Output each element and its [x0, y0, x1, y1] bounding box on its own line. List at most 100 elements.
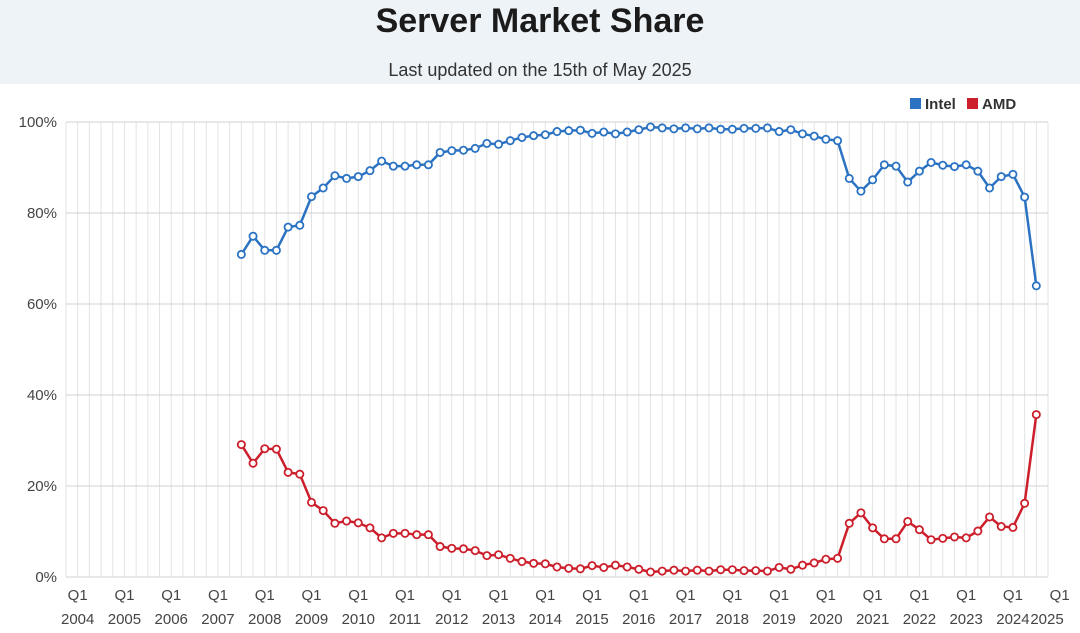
- data-point-intel[interactable]: [985, 183, 995, 193]
- data-point-amd[interactable]: [599, 562, 609, 572]
- data-point-intel[interactable]: [914, 166, 924, 176]
- data-point-intel[interactable]: [716, 124, 726, 134]
- data-point-amd[interactable]: [540, 559, 550, 569]
- data-point-intel[interactable]: [938, 160, 948, 170]
- data-point-amd[interactable]: [973, 526, 983, 536]
- data-point-amd[interactable]: [295, 469, 305, 479]
- data-point-amd[interactable]: [868, 523, 878, 533]
- data-point-intel[interactable]: [330, 171, 340, 181]
- data-point-intel[interactable]: [844, 173, 854, 183]
- data-point-intel[interactable]: [821, 134, 831, 144]
- legend-label-intel[interactable]: Intel: [925, 96, 956, 113]
- data-point-amd[interactable]: [856, 508, 866, 518]
- data-point-amd[interactable]: [762, 566, 772, 576]
- data-point-intel[interactable]: [809, 131, 819, 141]
- data-point-intel[interactable]: [961, 160, 971, 170]
- data-point-intel[interactable]: [260, 245, 270, 255]
- data-point-amd[interactable]: [458, 544, 468, 554]
- data-point-amd[interactable]: [423, 530, 433, 540]
- data-point-intel[interactable]: [306, 192, 316, 202]
- data-point-amd[interactable]: [271, 444, 281, 454]
- data-point-amd[interactable]: [903, 516, 913, 526]
- data-point-intel[interactable]: [973, 166, 983, 176]
- data-point-amd[interactable]: [494, 550, 504, 560]
- data-point-amd[interactable]: [435, 542, 445, 552]
- data-point-intel[interactable]: [891, 161, 901, 171]
- data-point-amd[interactable]: [388, 528, 398, 538]
- data-point-intel[interactable]: [786, 125, 796, 135]
- data-point-intel[interactable]: [727, 124, 737, 134]
- data-point-intel[interactable]: [412, 160, 422, 170]
- data-point-intel[interactable]: [342, 173, 352, 183]
- data-point-intel[interactable]: [926, 157, 936, 167]
- data-point-intel[interactable]: [248, 231, 258, 241]
- data-point-amd[interactable]: [342, 516, 352, 526]
- data-point-intel[interactable]: [435, 147, 445, 157]
- data-point-amd[interactable]: [844, 518, 854, 528]
- data-point-intel[interactable]: [587, 128, 597, 138]
- data-point-amd[interactable]: [704, 566, 714, 576]
- data-point-intel[interactable]: [903, 177, 913, 187]
- data-point-amd[interactable]: [657, 566, 667, 576]
- data-point-intel[interactable]: [540, 130, 550, 140]
- data-point-intel[interactable]: [529, 131, 539, 141]
- data-point-amd[interactable]: [809, 558, 819, 568]
- data-point-intel[interactable]: [1031, 281, 1041, 291]
- data-point-amd[interactable]: [891, 534, 901, 544]
- data-point-amd[interactable]: [306, 497, 316, 507]
- data-point-intel[interactable]: [657, 123, 667, 133]
- data-point-intel[interactable]: [271, 245, 281, 255]
- data-point-amd[interactable]: [564, 563, 574, 573]
- data-point-intel[interactable]: [646, 122, 656, 132]
- data-point-amd[interactable]: [681, 566, 691, 576]
- data-point-amd[interactable]: [798, 560, 808, 570]
- data-point-intel[interactable]: [552, 127, 562, 137]
- data-point-amd[interactable]: [365, 523, 375, 533]
- data-point-amd[interactable]: [552, 562, 562, 572]
- data-point-amd[interactable]: [248, 458, 258, 468]
- data-point-amd[interactable]: [669, 565, 679, 575]
- data-point-intel[interactable]: [482, 138, 492, 148]
- data-point-amd[interactable]: [961, 533, 971, 543]
- data-point-amd[interactable]: [610, 560, 620, 570]
- data-point-amd[interactable]: [634, 564, 644, 574]
- data-point-amd[interactable]: [482, 551, 492, 561]
- chart-legend[interactable]: Intel AMD: [910, 96, 1016, 113]
- data-point-amd[interactable]: [938, 533, 948, 543]
- data-point-amd[interactable]: [377, 533, 387, 543]
- data-point-amd[interactable]: [447, 543, 457, 553]
- legend-swatch-intel[interactable]: [910, 98, 921, 109]
- data-point-amd[interactable]: [260, 444, 270, 454]
- data-point-amd[interactable]: [236, 440, 246, 450]
- data-point-intel[interactable]: [681, 123, 691, 133]
- data-point-intel[interactable]: [1020, 192, 1030, 202]
- data-point-intel[interactable]: [458, 145, 468, 155]
- data-point-amd[interactable]: [879, 534, 889, 544]
- data-point-intel[interactable]: [762, 123, 772, 133]
- data-point-intel[interactable]: [669, 124, 679, 134]
- data-point-intel[interactable]: [634, 125, 644, 135]
- data-point-intel[interactable]: [400, 161, 410, 171]
- data-point-amd[interactable]: [1020, 498, 1030, 508]
- data-point-amd[interactable]: [412, 530, 422, 540]
- data-point-amd[interactable]: [727, 565, 737, 575]
- data-point-amd[interactable]: [470, 546, 480, 556]
- data-point-intel[interactable]: [833, 136, 843, 146]
- data-point-amd[interactable]: [821, 554, 831, 564]
- data-point-intel[interactable]: [599, 127, 609, 137]
- data-point-intel[interactable]: [739, 123, 749, 133]
- data-point-intel[interactable]: [856, 186, 866, 196]
- data-point-amd[interactable]: [751, 566, 761, 576]
- data-point-amd[interactable]: [622, 562, 632, 572]
- data-point-amd[interactable]: [400, 528, 410, 538]
- data-point-amd[interactable]: [996, 521, 1006, 531]
- data-point-intel[interactable]: [622, 127, 632, 137]
- legend-label-amd[interactable]: AMD: [982, 96, 1016, 113]
- data-point-intel[interactable]: [447, 146, 457, 156]
- data-point-amd[interactable]: [505, 553, 515, 563]
- data-point-intel[interactable]: [996, 172, 1006, 182]
- data-point-amd[interactable]: [353, 518, 363, 528]
- data-point-intel[interactable]: [353, 172, 363, 182]
- data-point-amd[interactable]: [517, 557, 527, 567]
- data-point-intel[interactable]: [505, 136, 515, 146]
